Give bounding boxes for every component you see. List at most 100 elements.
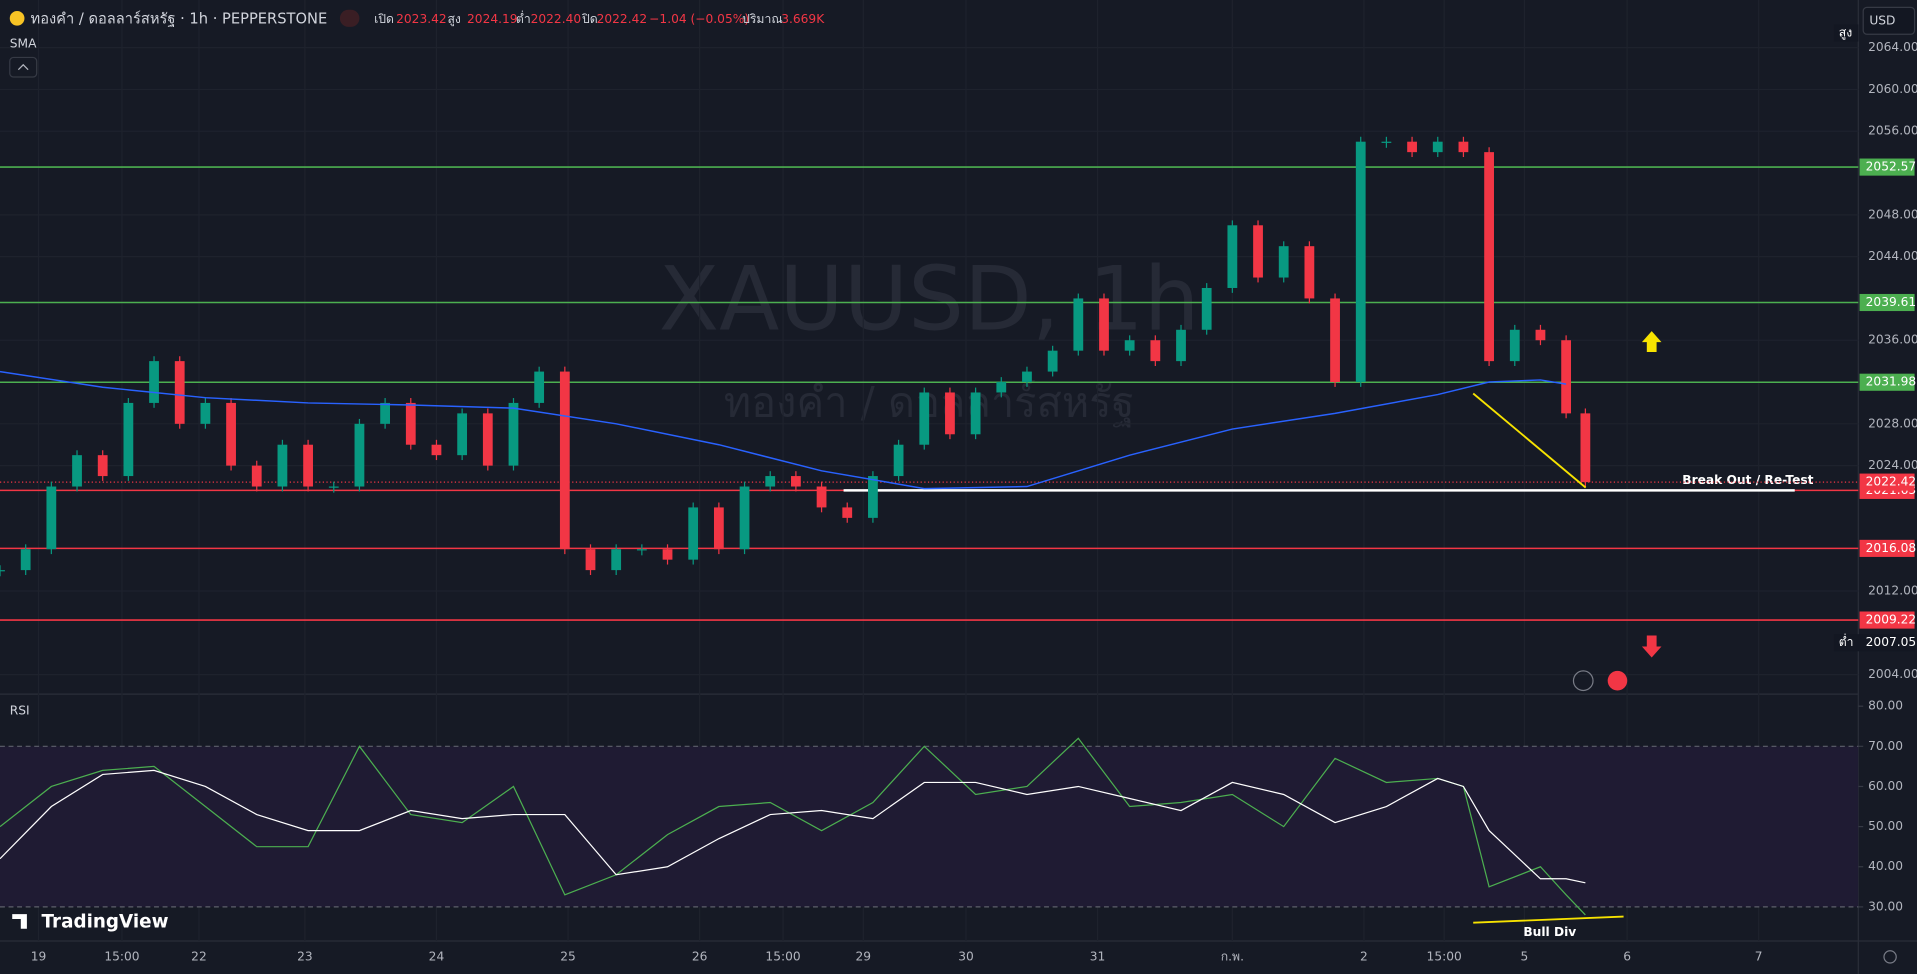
high-caption: สูง	[1839, 25, 1852, 40]
candle	[354, 423, 365, 487]
ohlc-value: 2022.42	[597, 12, 648, 26]
candle	[1201, 287, 1212, 330]
candle	[328, 486, 339, 488]
y-tick-label: 2064.00	[1868, 40, 1917, 54]
candle	[1022, 371, 1032, 383]
x-tick-label: 29	[856, 949, 872, 963]
candle	[842, 507, 853, 518]
candle	[1355, 141, 1366, 383]
low-label: 2007.05	[1866, 635, 1917, 649]
brand-logo: TradingView	[12, 912, 169, 933]
currency-selector[interactable]	[1862, 6, 1916, 35]
candle	[1535, 329, 1546, 341]
x-tick-label: 2	[1360, 949, 1368, 963]
high-tag	[1833, 24, 1859, 42]
candle	[739, 486, 750, 550]
watermark-symbol: XAUUSD, 1h	[659, 247, 1200, 350]
candle	[431, 444, 442, 456]
event-icon[interactable]	[1572, 670, 1594, 692]
candle	[791, 476, 801, 487]
candle	[1124, 340, 1135, 351]
x-tick-label: 15:00	[765, 949, 800, 963]
candle	[1561, 340, 1572, 414]
collapse-button[interactable]	[9, 56, 38, 78]
candle	[72, 455, 82, 487]
candle	[868, 476, 878, 518]
x-tick-label: 22	[191, 949, 207, 963]
candle	[765, 476, 776, 487]
level-tag	[1859, 373, 1915, 391]
change: −1.04 (−0.05%)	[649, 12, 749, 26]
level-tag	[1859, 293, 1915, 312]
ohlc-label: สูง	[447, 12, 460, 27]
symbol-icon	[9, 10, 25, 26]
y-tick-label: 2036.00	[1868, 333, 1917, 347]
candle	[662, 549, 673, 560]
candle	[1580, 413, 1591, 483]
candle	[559, 371, 570, 550]
candle	[174, 361, 185, 424]
rsi-label: RSI	[10, 704, 30, 718]
x-tick-label: 26	[692, 949, 708, 963]
watermark: XAUUSD, 1h ทองคำ / ดอลลาร์สหรัฐ	[659, 247, 1200, 427]
candle	[1073, 298, 1084, 351]
ohlc-label: ต่ำ	[516, 10, 531, 26]
candle	[508, 402, 519, 466]
level-label: 2052.57	[1866, 160, 1917, 174]
watermark-name: ทองคำ / ดอลลาร์สหรัฐ	[724, 378, 1135, 428]
candle	[303, 444, 313, 487]
y-tick-label: 2028.00	[1868, 416, 1917, 430]
x-tick-label: 30	[958, 949, 974, 963]
trend-line	[1472, 392, 1587, 489]
price-tag	[1859, 473, 1915, 491]
candle	[149, 361, 159, 403]
x-tick-label: 19	[31, 949, 47, 963]
level-label: 2039.61	[1866, 295, 1917, 309]
candle	[0, 570, 5, 572]
candle	[713, 507, 724, 550]
sma-line	[0, 370, 1567, 490]
status-icon	[339, 9, 360, 27]
candle	[482, 413, 493, 466]
down-arrow	[1641, 635, 1662, 658]
level-tag	[1859, 611, 1915, 629]
candle	[20, 549, 31, 571]
candle	[919, 392, 930, 445]
y-tick-label: 2060.00	[1868, 82, 1917, 96]
volume-label: ปริมาณ	[742, 12, 783, 26]
brand: TradingView	[42, 912, 169, 933]
settings-icon[interactable]	[1883, 950, 1897, 964]
x-tick-label: 25	[560, 949, 576, 963]
candle	[251, 465, 262, 487]
candle	[688, 507, 699, 560]
candle	[893, 444, 904, 477]
y-tick-label: 2012.00	[1868, 584, 1917, 598]
divergence-line	[1473, 915, 1624, 924]
candle	[46, 486, 57, 550]
candle	[1509, 329, 1520, 362]
level-tag	[1859, 539, 1915, 557]
x-tick-label: ก.พ.	[1221, 949, 1244, 963]
level-label: 2031.98	[1866, 375, 1917, 389]
candle	[1227, 225, 1238, 288]
y-tick-label: 2044.00	[1868, 249, 1917, 263]
candle	[97, 455, 108, 477]
candle	[405, 402, 416, 445]
price-label: 2022.42	[1866, 475, 1917, 489]
y-tick-label: 50.00	[1868, 819, 1903, 833]
candle	[226, 402, 236, 466]
currency: USD	[1869, 13, 1895, 27]
rsi-line	[0, 737, 1586, 916]
ohlc-value: 2022.40	[531, 12, 582, 26]
candle	[1099, 298, 1109, 351]
candle	[1150, 340, 1161, 362]
candle	[123, 402, 134, 477]
x-tick-label: 6	[1623, 949, 1631, 963]
candle	[1432, 141, 1443, 153]
indicator-label: SMA	[10, 36, 37, 50]
rsi-line	[0, 769, 1586, 884]
candle	[1176, 329, 1186, 362]
event-flag[interactable]	[1607, 670, 1628, 691]
symbol-title: ทองคำ / ดอลลาร์สหรัฐ · 1h · PEPPERSTONE	[31, 11, 328, 28]
